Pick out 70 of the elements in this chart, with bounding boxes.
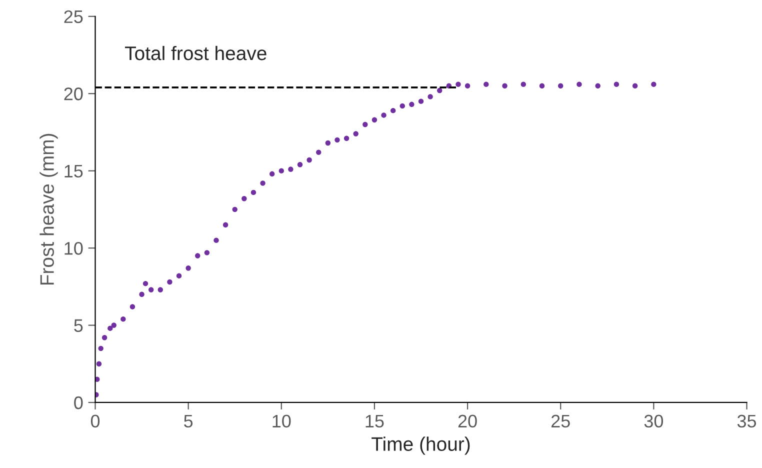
point bbox=[334, 137, 340, 143]
point bbox=[139, 292, 144, 297]
point bbox=[167, 279, 172, 285]
point bbox=[222, 222, 228, 228]
point bbox=[250, 190, 256, 196]
y-tick-label: 10 bbox=[64, 242, 83, 255]
point bbox=[651, 82, 656, 87]
point bbox=[176, 273, 182, 278]
point bbox=[142, 280, 148, 286]
annotation: Total frost heave bbox=[125, 46, 266, 60]
point bbox=[214, 238, 219, 243]
point bbox=[344, 136, 350, 141]
point bbox=[288, 166, 294, 172]
point bbox=[148, 287, 154, 292]
point bbox=[158, 287, 163, 292]
point bbox=[242, 196, 247, 202]
point bbox=[400, 103, 405, 109]
y-tick-label: 25 bbox=[64, 10, 83, 24]
y-axis-title: Frost heave (mm) bbox=[40, 134, 58, 285]
point bbox=[437, 88, 442, 94]
y-tick-label: 0 bbox=[74, 396, 83, 410]
point bbox=[297, 162, 303, 168]
point bbox=[130, 304, 136, 310]
x-tick-label: 0 bbox=[90, 414, 100, 428]
x-tick-label: 25 bbox=[551, 414, 570, 428]
x-tick-label: 15 bbox=[366, 414, 384, 428]
point bbox=[464, 83, 470, 88]
x-tick-label: 20 bbox=[458, 414, 477, 428]
point bbox=[195, 253, 200, 258]
point bbox=[632, 83, 638, 88]
x-tick-label: 5 bbox=[184, 414, 193, 428]
point bbox=[325, 140, 331, 146]
y-tick-label: 20 bbox=[64, 88, 83, 100]
y-tick-label: 15 bbox=[64, 164, 83, 178]
point bbox=[576, 82, 582, 87]
point bbox=[558, 83, 564, 88]
point bbox=[502, 83, 508, 88]
point bbox=[108, 326, 113, 331]
point bbox=[278, 168, 284, 174]
point bbox=[390, 108, 396, 114]
point bbox=[456, 82, 461, 87]
point bbox=[306, 157, 312, 163]
point bbox=[353, 131, 358, 136]
y-tick-label: 5 bbox=[74, 319, 83, 332]
point bbox=[98, 346, 104, 352]
point bbox=[232, 206, 238, 212]
point bbox=[520, 82, 526, 87]
point bbox=[102, 335, 108, 340]
point bbox=[614, 82, 620, 87]
point bbox=[260, 180, 266, 186]
point bbox=[372, 117, 378, 122]
point bbox=[120, 316, 126, 322]
point bbox=[269, 171, 275, 177]
point bbox=[381, 112, 386, 118]
point bbox=[428, 94, 433, 100]
x-tick-label: 10 bbox=[272, 414, 291, 428]
point bbox=[418, 98, 424, 104]
point bbox=[362, 122, 368, 128]
point bbox=[204, 250, 210, 256]
point bbox=[316, 150, 322, 155]
point bbox=[595, 83, 600, 88]
point bbox=[409, 102, 414, 108]
x-axis-title: Time (hour) bbox=[372, 436, 470, 455]
x-tick-label: 30 bbox=[644, 414, 664, 428]
point bbox=[96, 361, 102, 366]
point bbox=[539, 83, 545, 88]
point bbox=[111, 322, 116, 328]
point bbox=[186, 266, 191, 271]
x-tick-label: 35 bbox=[737, 414, 756, 428]
point bbox=[484, 82, 489, 87]
